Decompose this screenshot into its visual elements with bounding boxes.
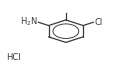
Text: Cl: Cl (95, 18, 103, 27)
Text: HCl: HCl (6, 53, 21, 62)
Text: H$_2$N: H$_2$N (20, 16, 38, 28)
